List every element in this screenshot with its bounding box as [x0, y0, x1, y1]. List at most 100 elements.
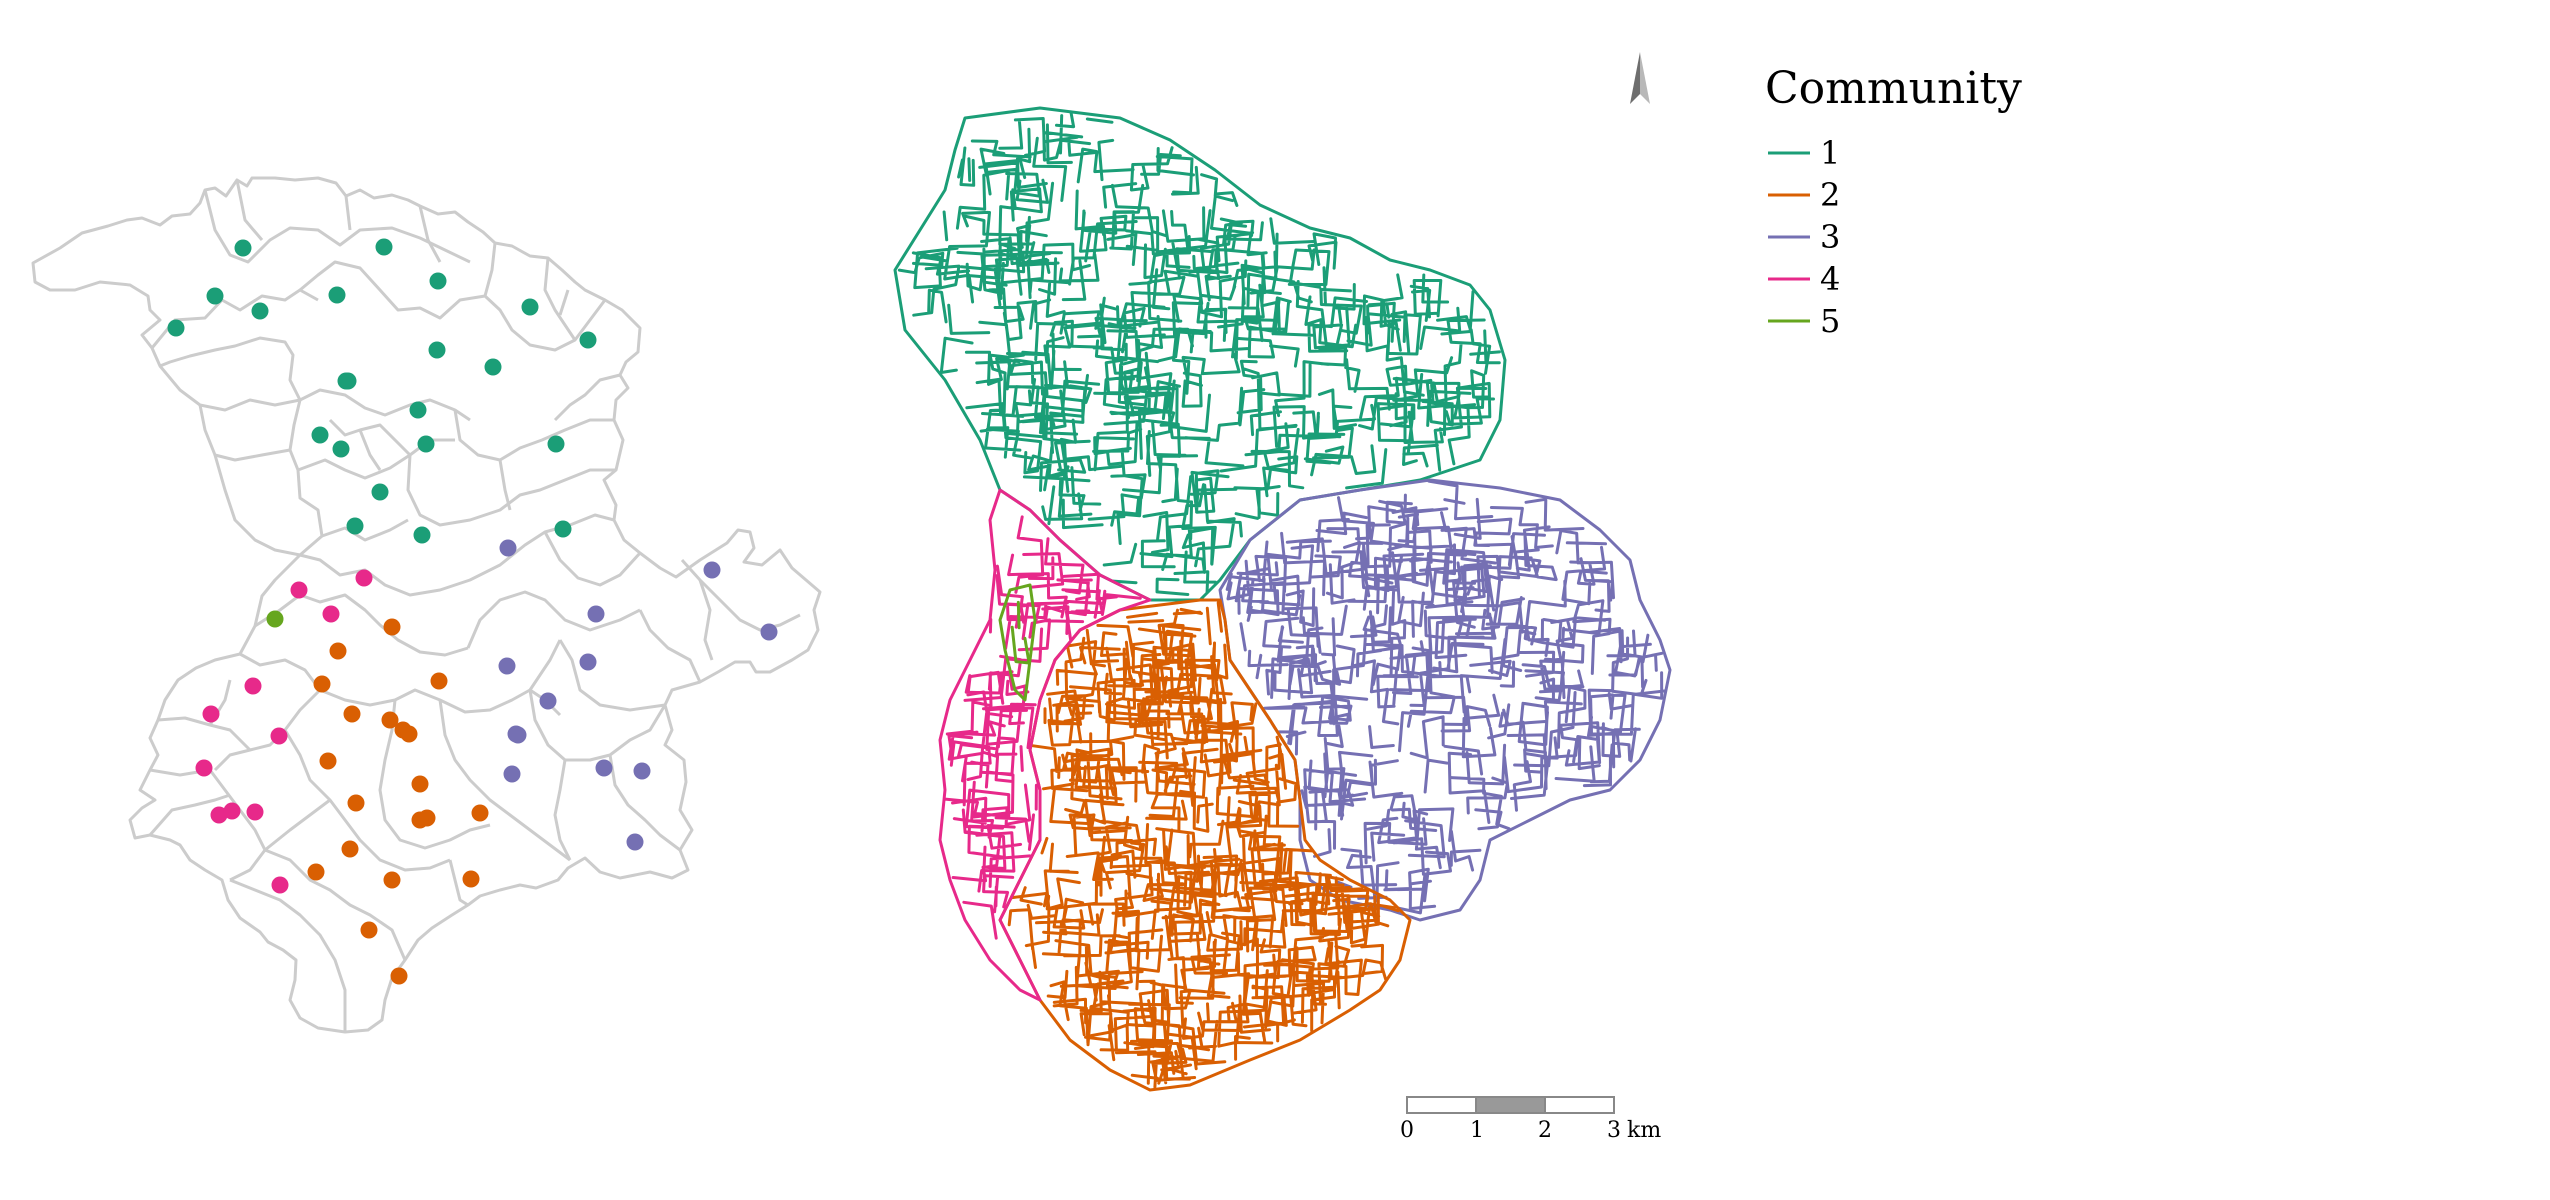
community-2-point — [382, 712, 399, 729]
district-boundary — [215, 455, 300, 555]
legend-item-3: 3 — [1768, 218, 1840, 256]
scale-segment-2-3 — [1545, 1097, 1614, 1113]
community-2-point — [384, 872, 401, 889]
district-boundary — [200, 405, 290, 460]
community-3-point — [499, 658, 516, 675]
district-boundary — [560, 290, 568, 315]
community-4-point — [271, 728, 288, 745]
community-2-point — [384, 619, 401, 636]
community-4-point — [272, 877, 289, 894]
district-boundary — [500, 460, 510, 510]
community-1-point — [235, 240, 252, 257]
legend: Community 1 2 3 4 5 — [1765, 63, 2022, 340]
community-3-point — [627, 834, 644, 851]
community-4-point — [247, 804, 264, 821]
scale-bar: 0 1 2 3 km — [1400, 1097, 1661, 1143]
community-1-point — [485, 359, 502, 376]
community-3-point — [504, 766, 521, 783]
community-2-point — [412, 776, 429, 793]
legend-item-1: 1 — [1768, 134, 1840, 172]
legend-item-4: 4 — [1768, 260, 1840, 298]
community-3-point — [704, 562, 721, 579]
community-3-point — [761, 624, 778, 641]
community-1-point — [522, 299, 539, 316]
scale-unit: km — [1627, 1118, 1661, 1143]
legend-label-3: 3 — [1820, 218, 1840, 256]
community-4-point — [224, 803, 241, 820]
community-4-point — [291, 582, 308, 599]
district-boundary — [640, 610, 700, 682]
district-boundary — [300, 390, 470, 420]
district-boundary — [322, 520, 408, 540]
community-5-roads — [1000, 585, 1035, 700]
district-boundary — [682, 560, 800, 630]
legend-label-1: 1 — [1820, 134, 1840, 172]
legend-item-2: 2 — [1768, 176, 1840, 214]
community-1-point — [329, 287, 346, 304]
community-3-point — [634, 763, 651, 780]
district-boundary — [545, 258, 575, 340]
community-1-point — [555, 521, 572, 538]
district-boundary — [555, 375, 620, 420]
community-3-point — [596, 760, 613, 777]
district-boundary — [468, 592, 640, 648]
district-boundary — [152, 290, 318, 348]
community-2-point — [308, 864, 325, 881]
community-1-point — [376, 239, 393, 256]
community-3-roads — [1220, 480, 1670, 920]
district-boundary — [160, 366, 300, 410]
community-2-point — [344, 706, 361, 723]
boundary-outline — [33, 178, 820, 1032]
community-2-point — [472, 805, 489, 822]
community-1-point — [430, 273, 447, 290]
community-1-point — [580, 332, 597, 349]
road-network-map — [895, 108, 1670, 1090]
community-2-point — [348, 795, 365, 812]
district-boundary — [555, 760, 570, 860]
community-4-point — [323, 606, 340, 623]
community-1-point — [410, 402, 427, 419]
community-1-point — [333, 441, 350, 458]
legend-label-2: 2 — [1820, 176, 1840, 214]
legend-label-4: 4 — [1820, 260, 1840, 298]
community-2-point — [391, 968, 408, 985]
community-1-point — [312, 427, 329, 444]
community-1-point — [548, 436, 565, 453]
community-1-point — [207, 288, 224, 305]
community-5-point — [267, 611, 284, 628]
community-2-point — [431, 673, 448, 690]
scale-segment-0-1 — [1407, 1097, 1476, 1113]
district-boundary — [230, 880, 345, 1032]
scale-tick-3: 3 — [1607, 1118, 1621, 1143]
scale-tick-2: 2 — [1538, 1118, 1552, 1143]
community-3-point — [540, 693, 557, 710]
district-boundary — [265, 800, 330, 850]
community-4-point — [245, 678, 262, 695]
road-network — [895, 108, 1670, 1090]
community-2-point — [342, 841, 359, 858]
community-2-point — [330, 643, 347, 660]
district-boundary — [455, 410, 614, 460]
legend-title: Community — [1765, 63, 2022, 114]
community-1-point — [429, 342, 446, 359]
community-3-point — [510, 727, 527, 744]
community-4-point — [196, 760, 213, 777]
community-2-point — [401, 726, 418, 743]
district-boundary — [560, 640, 665, 710]
community-1-point — [418, 436, 435, 453]
community-1-point — [252, 303, 269, 320]
scale-segment-1-2 — [1476, 1097, 1545, 1113]
district-boundary — [408, 455, 616, 525]
north-arrow-icon — [1630, 52, 1650, 104]
community-3-point — [588, 606, 605, 623]
community-2-point — [463, 871, 480, 888]
community-2-point — [412, 812, 429, 829]
district-boundary — [346, 196, 350, 230]
district-boundary — [530, 640, 560, 690]
scale-tick-0: 0 — [1400, 1118, 1414, 1143]
district-boundary — [485, 243, 495, 296]
community-1-point — [347, 518, 364, 535]
community-2-point — [361, 922, 378, 939]
legend-label-5: 5 — [1820, 302, 1840, 340]
district-boundary — [237, 180, 262, 240]
